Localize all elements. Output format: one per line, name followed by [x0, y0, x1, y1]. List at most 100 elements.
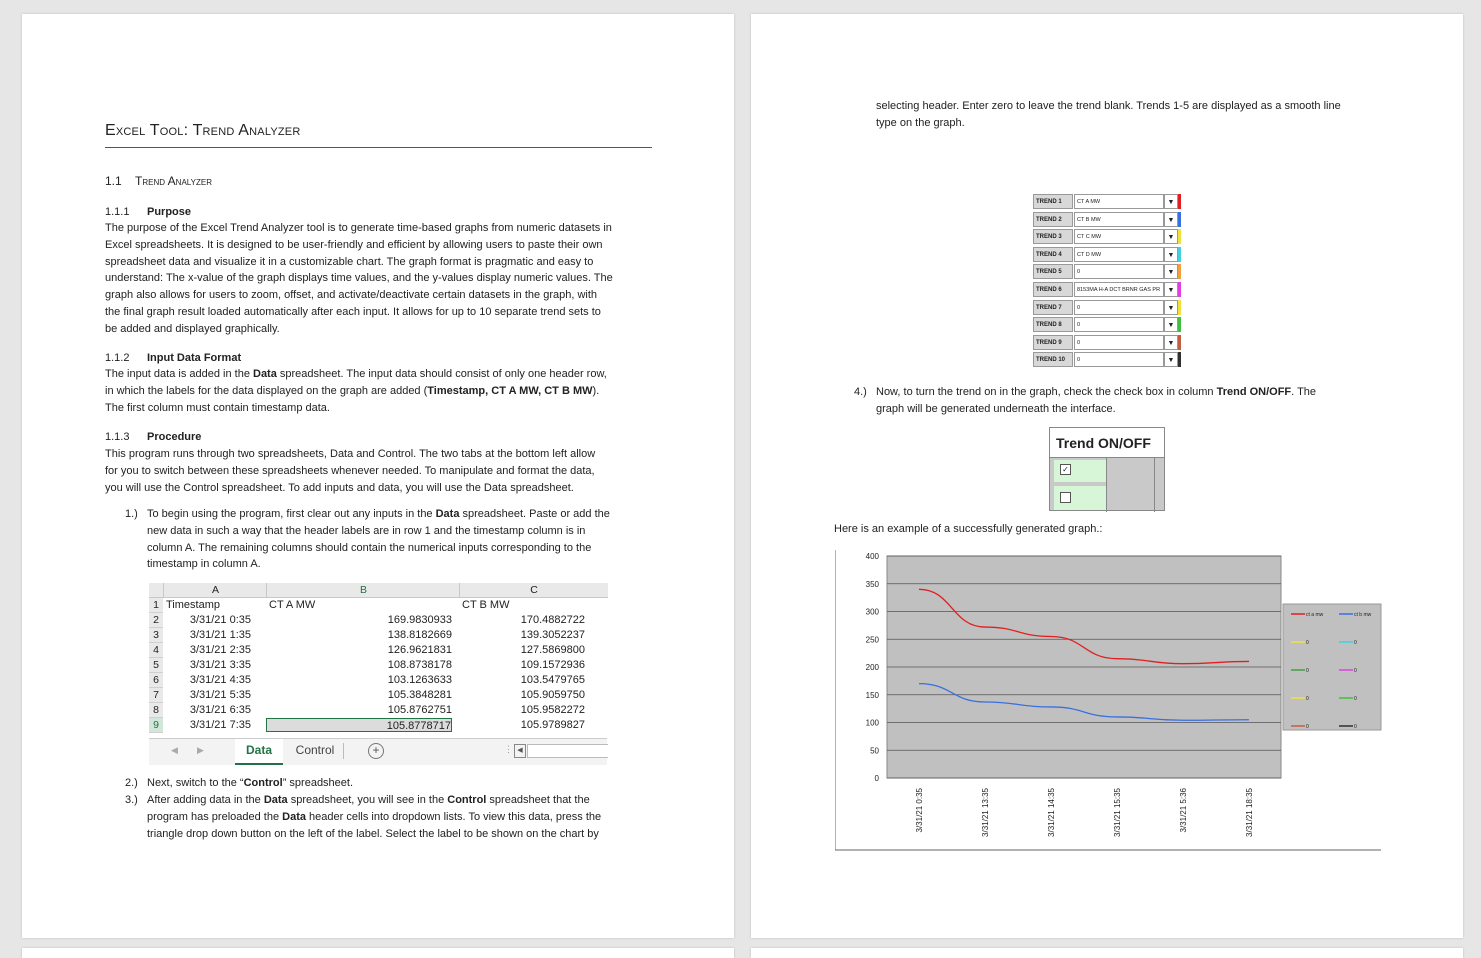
trend-dropdown[interactable]: CT A MW [1074, 194, 1164, 209]
header-cell[interactable]: CT A MW [269, 599, 316, 611]
table-cell[interactable]: 139.3052237 [520, 629, 585, 641]
trend-dropdown[interactable]: 0 [1074, 264, 1164, 280]
text-line: program has preloaded the Data header ce… [147, 810, 602, 823]
row-number[interactable]: 5 [149, 658, 163, 673]
dropdown-arrow-icon[interactable]: ▼ [1164, 299, 1178, 315]
trend-row: TREND 1 CT A MW ▼ [1033, 194, 1183, 211]
dropdown-arrow-icon[interactable]: ▼ [1164, 334, 1178, 350]
table-cell[interactable]: 3/31/21 6:35 [189, 704, 251, 716]
trend-row: TREND 10 0 ▼ [1033, 352, 1183, 369]
row-number[interactable]: 4 [149, 643, 163, 658]
tab-data[interactable]: Data [235, 739, 283, 765]
table-cell[interactable]: 3/31/21 4:35 [189, 674, 251, 686]
text-line: type on the graph. [876, 116, 965, 129]
table-cell[interactable]: 108.8738178 [387, 659, 452, 671]
table-cell[interactable]: 105.9059750 [520, 689, 585, 701]
text-line: column A. The remaining columns should c… [147, 541, 592, 554]
dropdown-arrow-icon[interactable]: ▼ [1164, 282, 1178, 297]
horizontal-scrollbar[interactable] [527, 744, 608, 758]
tab-scroll-left-icon[interactable]: ◀ [171, 745, 178, 755]
dropdown-arrow-icon[interactable]: ▼ [1164, 317, 1178, 333]
table-cell[interactable]: 103.5479765 [520, 674, 585, 686]
header-cell[interactable]: Timestamp [166, 599, 220, 611]
row-number[interactable]: 7 [149, 688, 163, 703]
trend-checkbox-2[interactable] [1060, 492, 1071, 503]
trend-color-swatch [1178, 299, 1181, 315]
dropdown-arrow-icon[interactable]: ▼ [1164, 246, 1178, 262]
trend-dropdown[interactable]: CT D MW [1074, 246, 1164, 262]
table-cell[interactable]: 3/31/21 0:35 [189, 614, 251, 626]
dropdown-arrow-icon[interactable]: ▼ [1164, 229, 1178, 245]
row-number[interactable]: 6 [149, 673, 163, 688]
step-number: 3.) [125, 794, 138, 806]
table-cell[interactable]: 3/31/21 2:35 [189, 644, 251, 656]
trend-dropdown[interactable]: 0 [1074, 317, 1164, 333]
y-tick-label: 400 [866, 552, 880, 561]
dropdown-arrow-icon[interactable]: ▼ [1164, 194, 1178, 209]
column-header-a[interactable]: A [163, 583, 267, 598]
legend-label: 0 [1354, 640, 1357, 646]
table-cell[interactable]: 105.9789827 [520, 719, 585, 731]
table-cell[interactable]: 138.8182669 [387, 629, 452, 641]
trend-dropdown[interactable]: CT B MW [1074, 211, 1164, 227]
column-header-b[interactable]: B [266, 583, 460, 598]
table-cell[interactable]: 109.1572936 [520, 659, 585, 671]
trend-dropdown[interactable]: CT C MW [1074, 229, 1164, 245]
text-line: for you to switch between these spreadsh… [105, 464, 595, 477]
row-number[interactable]: 3 [149, 628, 163, 643]
trend-chart: 400 350 300 250 200 150 100 50 0 3/31/21 0:35 3/31… [835, 550, 1382, 851]
table-cell[interactable]: 105.8762751 [387, 704, 452, 716]
legend-label: ct b mw [1354, 612, 1372, 618]
table-cell[interactable]: 169.9830933 [387, 614, 452, 626]
trend-dropdown[interactable]: 8153MA H-A DCT BRNR GAS PR [1074, 282, 1164, 297]
table-cell[interactable]: 105.8778717 [266, 718, 452, 732]
table-cell[interactable]: 126.9621831 [387, 644, 452, 656]
trend-dropdown[interactable]: 0 [1074, 299, 1164, 315]
toggle-divider [1154, 458, 1155, 512]
y-tick-label: 100 [866, 719, 880, 728]
hscroll-left-icon[interactable]: ◀ [514, 744, 526, 758]
tab-scroll-right-icon[interactable]: ▶ [197, 745, 204, 755]
input-format-paragraph: The input data is added in the Data spre… [105, 366, 665, 416]
x-tick-label: 3/31/21 18:35 [1245, 787, 1254, 836]
dropdown-arrow-icon[interactable]: ▼ [1164, 211, 1178, 227]
tab-control[interactable]: Control [295, 743, 335, 757]
row-number[interactable]: 2 [149, 613, 163, 628]
more-icon[interactable]: ⋮ [504, 744, 513, 754]
text-line: you will use the Control spreadsheet. To… [105, 481, 574, 494]
table-cell[interactable]: 127.5869800 [520, 644, 585, 656]
step-number: 4.) [854, 386, 867, 398]
table-cell[interactable]: 105.3848281 [387, 689, 452, 701]
x-tick-label: 3/31/21 5:36 [1179, 787, 1188, 832]
step-3: 3.) After adding data in the Data spread… [125, 792, 667, 842]
table-cell[interactable]: 170.4882722 [520, 614, 585, 626]
row-number[interactable]: 8 [149, 703, 163, 718]
header-cell[interactable]: CT B MW [462, 599, 510, 611]
table-cell[interactable]: 3/31/21 3:35 [189, 659, 251, 671]
trend-label: TREND 9 [1033, 334, 1073, 350]
column-header-c[interactable]: C [459, 583, 608, 598]
legend-label: 0 [1354, 668, 1357, 674]
tab-divider [343, 743, 344, 759]
table-cell[interactable]: 3/31/21 5:35 [189, 689, 251, 701]
trend-color-swatch [1178, 194, 1181, 209]
trend-label: TREND 2 [1033, 211, 1073, 227]
trend-toggle-panel: Trend ON/OFF ✓ [1049, 427, 1165, 512]
row-number[interactable]: 1 [149, 598, 163, 613]
trend-color-swatch [1178, 229, 1181, 245]
procedure-heading: 1.1.3 Procedure [105, 431, 201, 443]
sheet-tab-bar: ◀ ▶ Data Control + ⋮ ◀ [149, 738, 608, 765]
trend-dropdown[interactable]: 0 [1074, 352, 1164, 368]
trend-row: TREND 8 0 ▼ [1033, 317, 1183, 334]
table-cell[interactable]: 103.1263633 [387, 674, 452, 686]
trend-checkbox-1[interactable]: ✓ [1060, 464, 1071, 475]
table-cell[interactable]: 3/31/21 1:35 [189, 629, 251, 641]
input-format-heading: 1.1.2 Input Data Format [105, 352, 241, 364]
dropdown-arrow-icon[interactable]: ▼ [1164, 264, 1178, 280]
table-cell[interactable]: 105.9582272 [520, 704, 585, 716]
table-cell[interactable]: 3/31/21 7:35 [189, 719, 251, 731]
dropdown-arrow-icon[interactable]: ▼ [1164, 352, 1178, 368]
add-sheet-button[interactable]: + [368, 743, 384, 759]
row-number[interactable]: 9 [149, 718, 163, 733]
trend-dropdown[interactable]: 0 [1074, 334, 1164, 350]
